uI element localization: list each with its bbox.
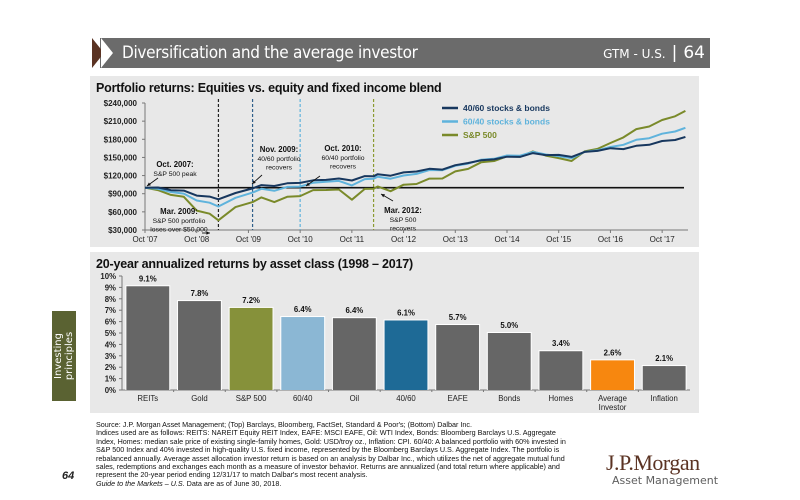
footnote-line: Index, Homes: median sale price of exist… — [96, 436, 566, 446]
header-page-number: 64 — [683, 43, 705, 63]
header-banner — [100, 38, 710, 68]
footnote: Source: J.P. Morgan Asset Management; (T… — [96, 420, 616, 488]
bar-chart-title: 20-year annualized returns by asset clas… — [96, 257, 413, 271]
bar-chart-panel — [90, 252, 699, 413]
footnote-line: Indices used are as follows: REITS: NARE… — [96, 428, 556, 438]
footnote-line: sales, redemptions and exchanges each mo… — [96, 462, 560, 472]
header-separator: | — [671, 43, 678, 63]
footnote-line: S&P 500 Index and 40% invested in high-q… — [96, 445, 560, 455]
footnote-line: represent the 20-year period ending 12/3… — [96, 470, 368, 480]
section-tab-line2: principles — [64, 331, 75, 381]
section-tab[interactable] — [52, 311, 76, 401]
guide-date: Data are as of June 30, 2018. — [184, 478, 282, 488]
footnote-line: rebalanced annually. Average asset alloc… — [96, 453, 565, 463]
chevron-separator — [101, 38, 113, 68]
jpmorgan-logo: J.P.Morgan — [606, 450, 700, 475]
line-chart-panel — [90, 76, 699, 247]
footnote-guide: Guide to the Markets – U.S. Data are as … — [96, 478, 616, 488]
section-tab-line1: Investing — [53, 333, 64, 379]
header-section: GTM - U.S. | 64 — [603, 40, 705, 67]
footnote-line: Source: J.P. Morgan Asset Management; (T… — [96, 420, 472, 429]
line-chart-title: Portfolio returns: Equities vs. equity a… — [96, 81, 442, 95]
page-number: 64 — [62, 470, 75, 482]
guide-title: Guide to the Markets – U.S. — [96, 478, 185, 488]
page-title: Diversification and the average investor — [122, 43, 418, 63]
section-label: GTM - U.S. — [603, 47, 666, 61]
section-tab-label: Investing principles — [53, 332, 75, 380]
logo-subtitle: Asset Management — [612, 474, 719, 487]
